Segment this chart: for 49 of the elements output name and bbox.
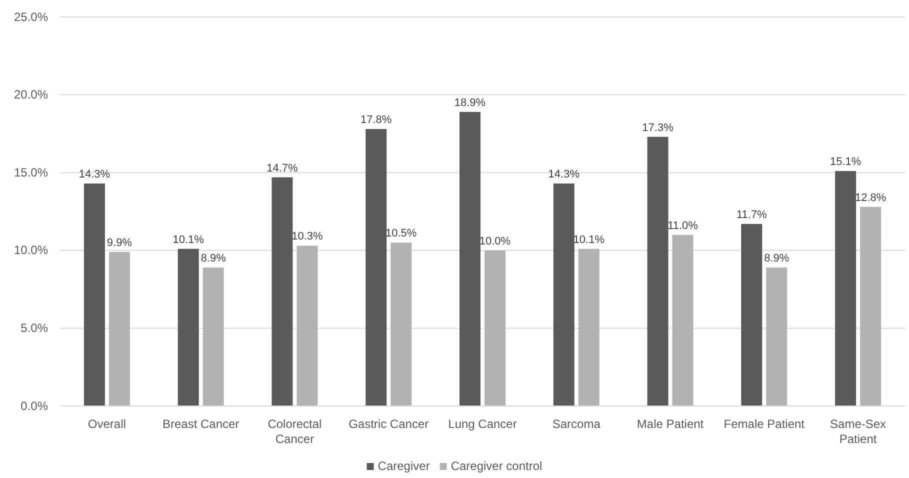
data-label: 9.9%: [106, 236, 132, 249]
bar: [390, 242, 412, 406]
data-label: 14.3%: [548, 168, 580, 180]
data-label: 8.9%: [200, 252, 226, 265]
x-tick-label: Male Patient: [636, 417, 704, 431]
bar: [108, 252, 130, 406]
x-tick-label: Female Patient: [724, 417, 806, 431]
x-tick-label: Breast Cancer: [162, 417, 240, 431]
data-label: 14.3%: [78, 168, 110, 180]
legend-label: Caregiver control: [450, 459, 542, 473]
bar: [366, 129, 387, 406]
x-tick-label: Gastric Cancer: [348, 417, 429, 431]
y-tick-label: 0.0%: [20, 398, 48, 413]
data-label: 15.1%: [830, 156, 862, 168]
bar: [553, 183, 574, 406]
y-tick-label: 5.0%: [20, 321, 48, 336]
data-label: 11.7%: [736, 208, 768, 221]
x-tick-label: Same-Sex Patient: [830, 417, 886, 446]
data-label: 18.9%: [454, 96, 486, 109]
legend-label: Caregiver: [378, 459, 430, 473]
bar: [272, 177, 293, 406]
bar: [672, 234, 694, 406]
bar: [484, 250, 506, 406]
y-tick-label: 25.0%: [14, 10, 48, 24]
bar: [296, 246, 318, 406]
bar: [860, 206, 882, 406]
bar: [84, 183, 105, 406]
bar: [178, 248, 199, 406]
data-label: 11.0%: [668, 220, 698, 232]
data-label: 17.8%: [360, 114, 392, 126]
bar: [766, 268, 788, 406]
data-label: 17.3%: [642, 122, 674, 134]
bar: [202, 268, 224, 406]
x-tick-label: Lung Cancer: [448, 417, 517, 431]
y-tick-label: 15.0%: [14, 165, 48, 180]
data-label: 10.3%: [292, 230, 324, 243]
y-tick-label: 20.0%: [14, 88, 48, 102]
bar: [578, 248, 600, 406]
x-tick-label: Overall: [88, 417, 126, 431]
bar: [835, 171, 856, 406]
y-tick-label: 10.0%: [14, 243, 48, 258]
data-label: 14.7%: [266, 162, 298, 174]
bar: [647, 136, 668, 406]
bar: [460, 112, 480, 406]
x-tick-label: Colorectal Cancer: [268, 417, 322, 446]
data-label: 10.1%: [172, 234, 204, 246]
x-tick-label: Sarcoma: [552, 417, 601, 431]
data-label: 8.9%: [764, 252, 790, 265]
bar: [741, 224, 762, 406]
